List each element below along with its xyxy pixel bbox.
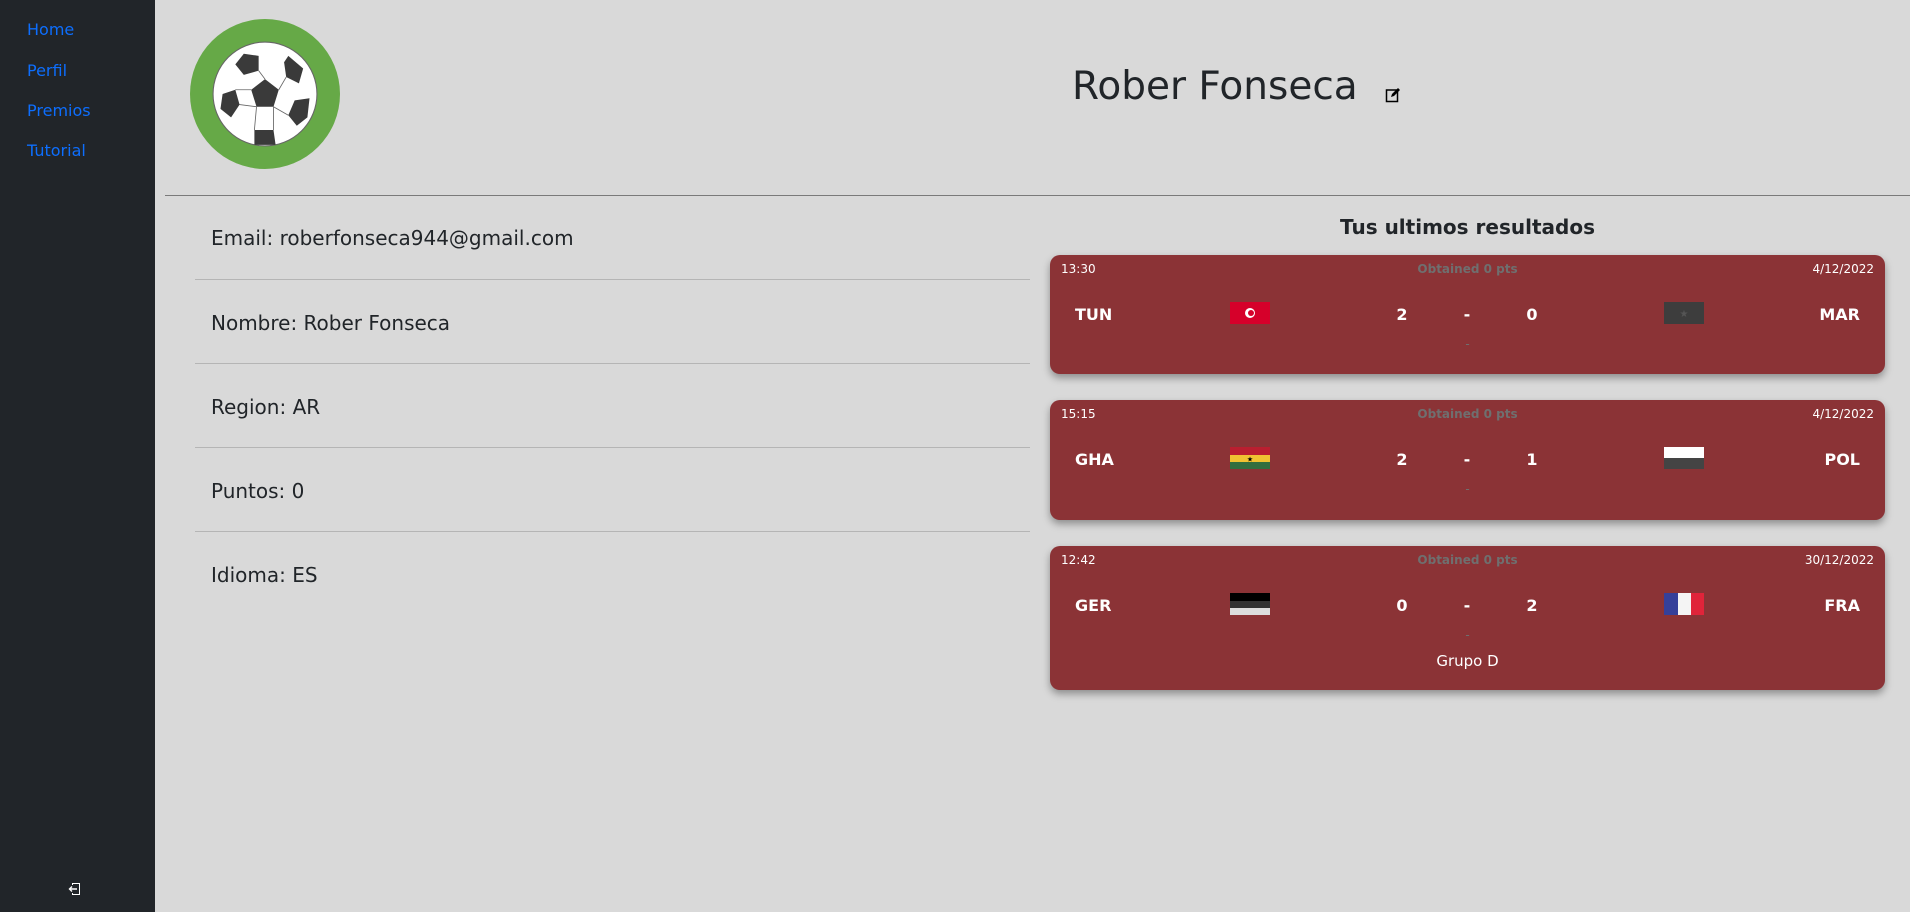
match-card[interactable]: 13:30 Obtained 0 pts 4/12/2022 TUN 2 - 0… (1050, 255, 1885, 374)
divider (195, 447, 1030, 448)
match-card[interactable]: 12:42 Obtained 0 pts 30/12/2022 GER 0 - … (1050, 546, 1885, 690)
match-group: Grupo D (1436, 652, 1499, 670)
puntos-field: Puntos: 0 (211, 479, 305, 503)
soccer-ball-icon (212, 41, 318, 147)
logout-icon[interactable] (66, 881, 82, 897)
edit-icon[interactable] (1385, 87, 1401, 103)
home-team: GHA (1075, 450, 1114, 469)
score-separator: - (1463, 450, 1471, 469)
score-separator: - (1463, 305, 1471, 324)
match-date: 4/12/2022 (1812, 262, 1874, 276)
nav-premios[interactable]: Premios (27, 101, 91, 120)
match-card[interactable]: 15:15 Obtained 0 pts 4/12/2022 GHA ★ 2 -… (1050, 400, 1885, 520)
divider (195, 363, 1030, 364)
nav-home[interactable]: Home (27, 20, 75, 39)
divider (195, 531, 1030, 532)
nav-tutorial[interactable]: Tutorial (27, 141, 86, 160)
match-subtitle: - (1465, 628, 1470, 642)
match-subtitle: - (1465, 337, 1470, 351)
home-score: 2 (1396, 305, 1408, 324)
email-field: Email: roberfonseca944@gmail.com (211, 226, 574, 250)
results-title: Tus ultimos resultados (1340, 215, 1595, 239)
home-flag-icon: ★ (1230, 447, 1270, 469)
away-team: FRA (1824, 596, 1860, 615)
sidebar: Home Perfil Premios Tutorial (0, 0, 155, 912)
away-score: 0 (1526, 305, 1538, 324)
home-score: 0 (1396, 596, 1408, 615)
nombre-field: Nombre: Rober Fonseca (211, 311, 451, 335)
match-date: 30/12/2022 (1804, 553, 1874, 567)
home-team: TUN (1075, 305, 1113, 324)
home-team: GER (1075, 596, 1112, 615)
home-score: 2 (1396, 450, 1408, 469)
away-score: 1 (1526, 450, 1538, 469)
match-points: Obtained 0 pts (1417, 262, 1518, 276)
home-flag-icon (1230, 302, 1270, 324)
svg-text:★: ★ (1247, 456, 1253, 464)
match-subtitle: - (1465, 482, 1470, 496)
divider (165, 195, 1910, 196)
away-score: 2 (1526, 596, 1538, 615)
nav-perfil[interactable]: Perfil (27, 61, 68, 80)
region-field: Region: AR (211, 395, 321, 419)
away-team: MAR (1819, 305, 1860, 324)
divider (195, 279, 1030, 280)
match-date: 4/12/2022 (1812, 407, 1874, 421)
avatar (190, 19, 340, 169)
idioma-field: Idioma: ES (211, 563, 318, 587)
match-time: 13:30 (1061, 262, 1096, 276)
match-time: 15:15 (1061, 407, 1096, 421)
match-points: Obtained 0 pts (1417, 553, 1518, 567)
match-points: Obtained 0 pts (1417, 407, 1518, 421)
away-flag-icon (1664, 593, 1704, 615)
match-time: 12:42 (1061, 553, 1096, 567)
home-flag-icon (1230, 593, 1270, 615)
svg-text:★: ★ (1680, 309, 1689, 320)
score-separator: - (1463, 596, 1471, 615)
away-flag-icon: ★ (1664, 302, 1704, 324)
profile-name: Rober Fonseca (1072, 64, 1358, 109)
away-flag-icon (1664, 447, 1704, 469)
away-team: POL (1824, 450, 1860, 469)
